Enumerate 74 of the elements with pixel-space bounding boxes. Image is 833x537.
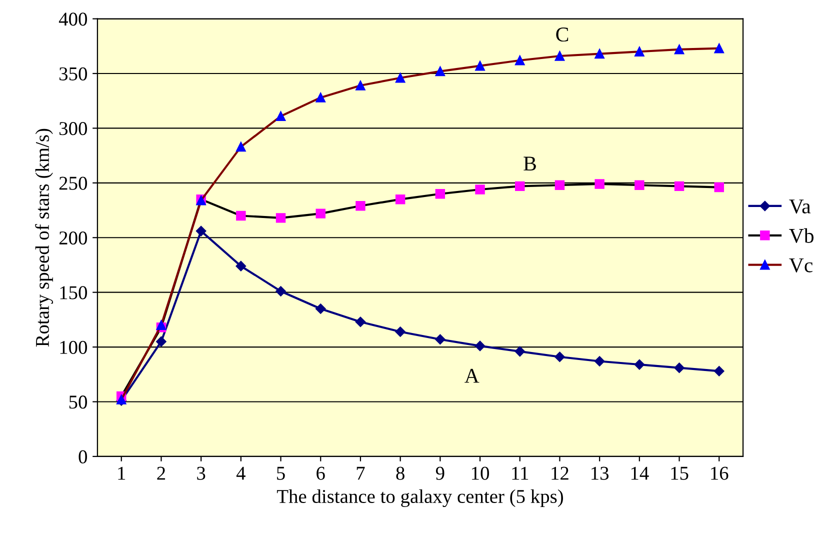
y-axis-title: Rotary speed of stars (km/s) — [35, 128, 54, 347]
point — [634, 180, 644, 190]
point — [236, 260, 246, 272]
point — [475, 60, 485, 71]
x-tick-label: 5 — [277, 466, 285, 480]
point — [634, 359, 645, 370]
point — [276, 286, 286, 296]
x-tick-label: 7 — [356, 466, 365, 480]
point — [276, 111, 286, 122]
point — [395, 73, 406, 83]
y-tick-label: 100 — [60, 340, 87, 354]
point — [316, 208, 326, 218]
point — [435, 66, 446, 76]
y-tick-label: 50 — [69, 396, 87, 409]
y-tick-label: 400 — [58, 12, 87, 26]
x-tick-label: 14 — [631, 466, 649, 480]
point — [356, 80, 366, 90]
point — [515, 181, 525, 192]
legend-label: Va — [789, 200, 811, 214]
y-tick-label: 300 — [60, 122, 87, 136]
point — [435, 334, 446, 344]
point — [594, 48, 604, 59]
point — [515, 56, 525, 66]
legend-label: Vc — [789, 258, 813, 272]
point — [475, 184, 485, 194]
point — [714, 366, 724, 376]
x-tick-label: 12 — [552, 466, 568, 480]
y-tick-label: 350 — [60, 67, 87, 80]
point — [554, 352, 565, 362]
point — [355, 316, 366, 327]
x-tick-label: 8 — [396, 466, 404, 480]
annotation: B — [524, 156, 536, 170]
x-tick-label: 15 — [671, 466, 688, 480]
x-tick-label: 6 — [316, 466, 325, 480]
point — [356, 201, 366, 211]
point — [554, 51, 565, 61]
point — [276, 213, 286, 223]
point — [594, 179, 604, 189]
x-tick-label: 10 — [472, 466, 490, 480]
x-tick-label: 2 — [157, 466, 166, 480]
point — [674, 181, 684, 192]
x-axis-title: The distance to galaxy center (5 kps) — [276, 489, 564, 508]
point — [714, 43, 724, 54]
y-tick-label: 0 — [78, 450, 87, 464]
point — [236, 210, 246, 221]
y-tick-label: 250 — [59, 176, 87, 190]
x-tick-label: 1 — [118, 466, 126, 480]
point — [514, 346, 525, 357]
point — [474, 340, 486, 352]
annotation: C — [556, 28, 568, 42]
point — [316, 304, 326, 314]
point — [714, 182, 724, 192]
x-tick-label: 4 — [236, 466, 246, 480]
legend-label: Vb — [789, 228, 814, 244]
point — [236, 142, 246, 152]
x-tick-label: 11 — [512, 466, 528, 480]
x-tick-label: 13 — [592, 466, 609, 480]
point — [554, 180, 565, 190]
point — [395, 194, 406, 204]
point — [674, 44, 684, 54]
y-tick-label: 200 — [59, 231, 87, 245]
point — [156, 336, 166, 347]
x-tick-label: 9 — [436, 466, 444, 480]
point — [674, 362, 684, 373]
point — [634, 46, 644, 56]
point — [435, 188, 446, 199]
point — [316, 92, 326, 102]
annotation: A — [464, 368, 480, 383]
point — [395, 326, 406, 337]
y-tick-label: 150 — [60, 286, 87, 300]
point — [196, 226, 206, 236]
point — [594, 356, 605, 366]
x-tick-label: 16 — [711, 466, 728, 480]
x-tick-label: 3 — [197, 466, 206, 480]
